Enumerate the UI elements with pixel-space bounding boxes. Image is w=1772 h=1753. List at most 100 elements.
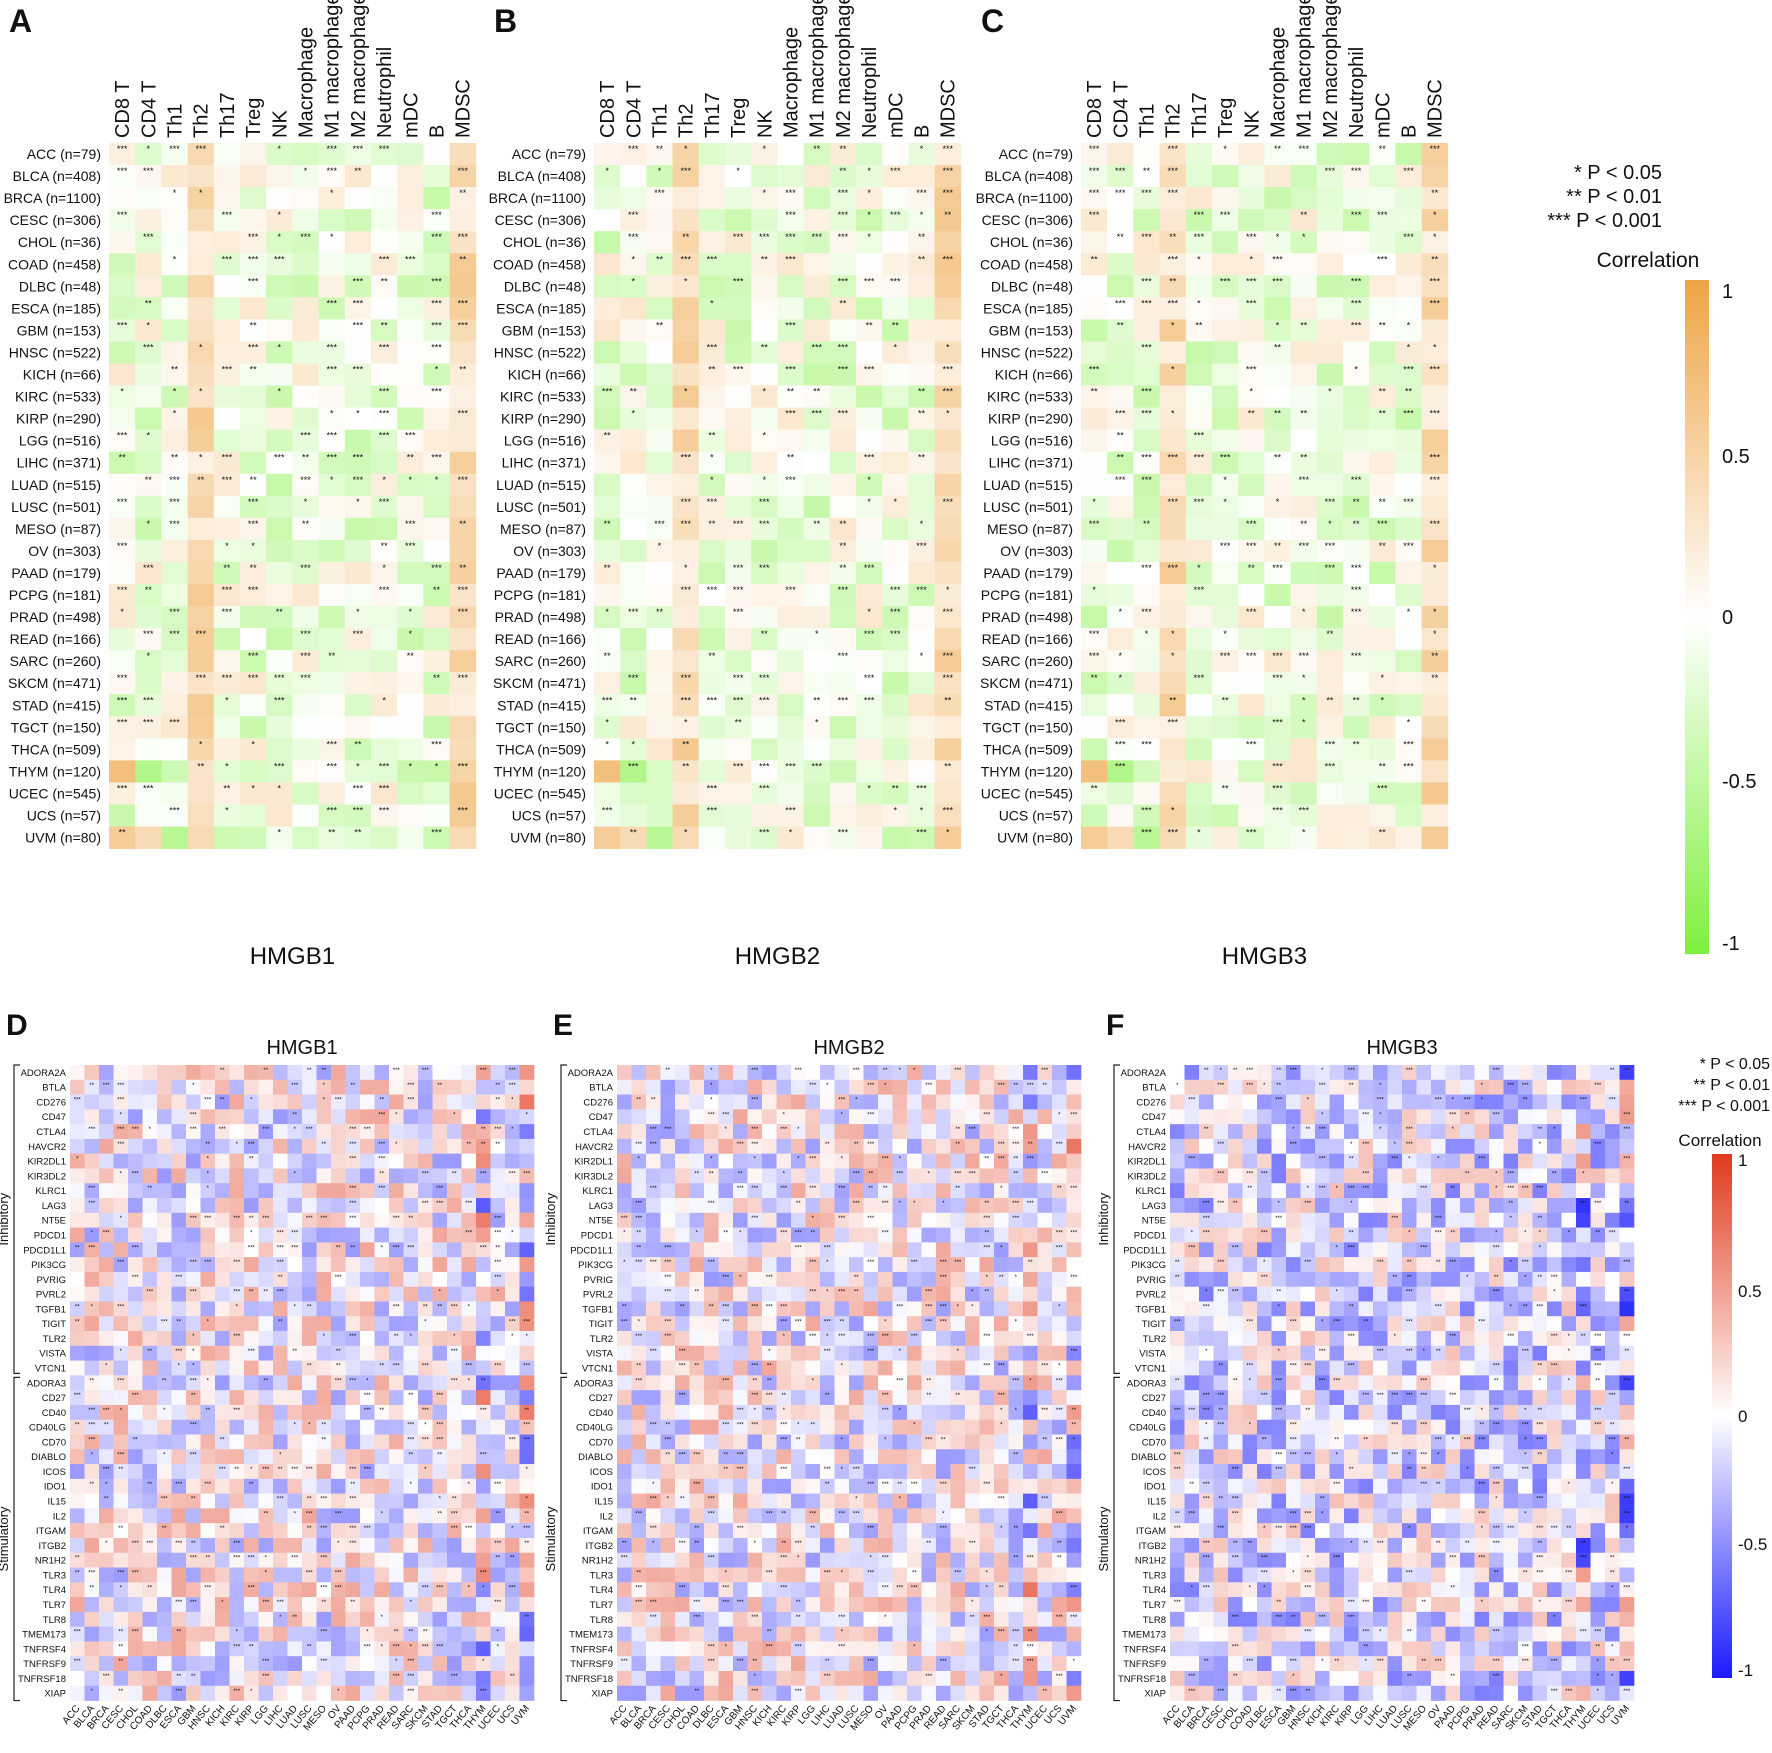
heat-cell [892, 1242, 908, 1258]
significance-mark: *** [222, 210, 233, 220]
heat-cell [418, 1523, 433, 1539]
heat-cell [672, 407, 700, 431]
heat-cell [266, 606, 293, 629]
heat-cell [675, 1109, 690, 1125]
significance-mark: * [867, 188, 871, 198]
heat-cell [1052, 1271, 1067, 1287]
significance-mark: * [1407, 717, 1411, 727]
significance-mark: ** [708, 651, 716, 661]
heat-cell [620, 187, 647, 210]
heat-cell [1212, 495, 1239, 519]
heat-cell [273, 1065, 288, 1081]
significance-mark: *** [248, 673, 259, 683]
heat-cell [157, 1552, 172, 1568]
heat-cell [461, 1626, 477, 1642]
heat-cell [316, 1390, 332, 1406]
significance-mark: *** [222, 607, 233, 617]
heat-cell [70, 1360, 85, 1376]
heat-cell [84, 1331, 100, 1347]
heat-cell [704, 1331, 719, 1347]
significance-mark: *** [954, 1171, 962, 1177]
heat-cell [186, 1138, 201, 1154]
heat-cell [318, 738, 346, 761]
heat-cell [698, 143, 726, 166]
heat-cell [1316, 385, 1344, 408]
heat-cell [718, 1183, 734, 1199]
heat-cell [418, 1286, 433, 1302]
significance-mark: ** [220, 1438, 225, 1444]
heat-cell [834, 1404, 850, 1421]
significance-mark: * [946, 585, 950, 595]
heat-cell [751, 231, 778, 254]
heat-cell [1037, 1153, 1053, 1169]
heat-cell [287, 1286, 303, 1302]
heat-cell [1290, 561, 1318, 585]
heat-cell [1290, 253, 1318, 276]
heat-cell [99, 1626, 114, 1642]
heat-cell [646, 584, 673, 607]
heat-cell [747, 1345, 763, 1361]
heat-cell [266, 407, 293, 431]
heat-cell [345, 1508, 361, 1524]
heat-cell [646, 1065, 661, 1081]
heat-cell [594, 738, 621, 761]
heat-cell [934, 297, 962, 320]
heat-cell [803, 782, 831, 805]
heat-cell [1316, 319, 1344, 342]
significance-mark: *** [998, 1083, 1006, 1089]
significance-mark: * [632, 254, 636, 264]
significance-mark: *** [222, 365, 233, 375]
heat-cell [258, 1537, 274, 1554]
heat-cell [374, 1286, 390, 1302]
heat-cell [213, 253, 241, 276]
heat-cell [1133, 429, 1160, 453]
heat-cell [215, 1153, 230, 1169]
significance-mark: *** [326, 806, 337, 816]
cell-type-label: Th1 [650, 104, 672, 138]
heat-cell [99, 1242, 114, 1258]
significance-mark: ** [118, 1644, 123, 1650]
significance-mark: * [920, 144, 924, 154]
significance-mark: ** [1326, 629, 1334, 639]
top-colorbar-title: Correlation [1597, 249, 1700, 272]
heat-cell [449, 429, 477, 453]
heat-cell [777, 539, 804, 563]
significance-mark: * [1223, 475, 1227, 485]
heat-cell [490, 1670, 506, 1687]
heat-cell [519, 1449, 535, 1465]
cancer-label: LIHC (n=371) [502, 455, 586, 471]
significance-mark: *** [103, 1674, 111, 1680]
heat-cell [244, 1670, 259, 1687]
heat-cell [777, 495, 804, 519]
heat-cell [344, 584, 372, 607]
heat-cell [273, 1656, 288, 1672]
significance-mark: *** [1351, 298, 1362, 308]
heat-cell [266, 297, 293, 320]
heat-cell [791, 1079, 806, 1095]
heat-cell [620, 628, 647, 651]
significance-mark: * [684, 717, 688, 727]
heat-cell [360, 1183, 375, 1199]
cancer-label: CESC (n=306) [10, 212, 101, 228]
cancer-label: UVM (n=80) [510, 830, 586, 846]
heat-cell [1395, 517, 1422, 541]
heat-cell [397, 451, 424, 475]
heat-cell [751, 760, 778, 783]
significance-mark: ** [604, 519, 612, 529]
heat-cell [403, 1065, 419, 1081]
heat-cell [1185, 297, 1213, 320]
significance-mark: ** [1379, 387, 1387, 397]
cancer-label: OV (n=303) [28, 543, 101, 559]
significance-mark: *** [103, 1408, 111, 1414]
significance-mark: ** [278, 1275, 283, 1281]
heat-cell [725, 473, 752, 497]
heat-cell [389, 1124, 404, 1140]
heat-cell [128, 1611, 143, 1627]
heat-cell [725, 209, 752, 232]
heat-cell [689, 1331, 705, 1347]
heat-cell [374, 1597, 390, 1613]
heat-cell [762, 1153, 777, 1169]
heat-cell [791, 1257, 806, 1273]
heat-cell [215, 1331, 230, 1347]
heat-cell [1159, 606, 1187, 629]
